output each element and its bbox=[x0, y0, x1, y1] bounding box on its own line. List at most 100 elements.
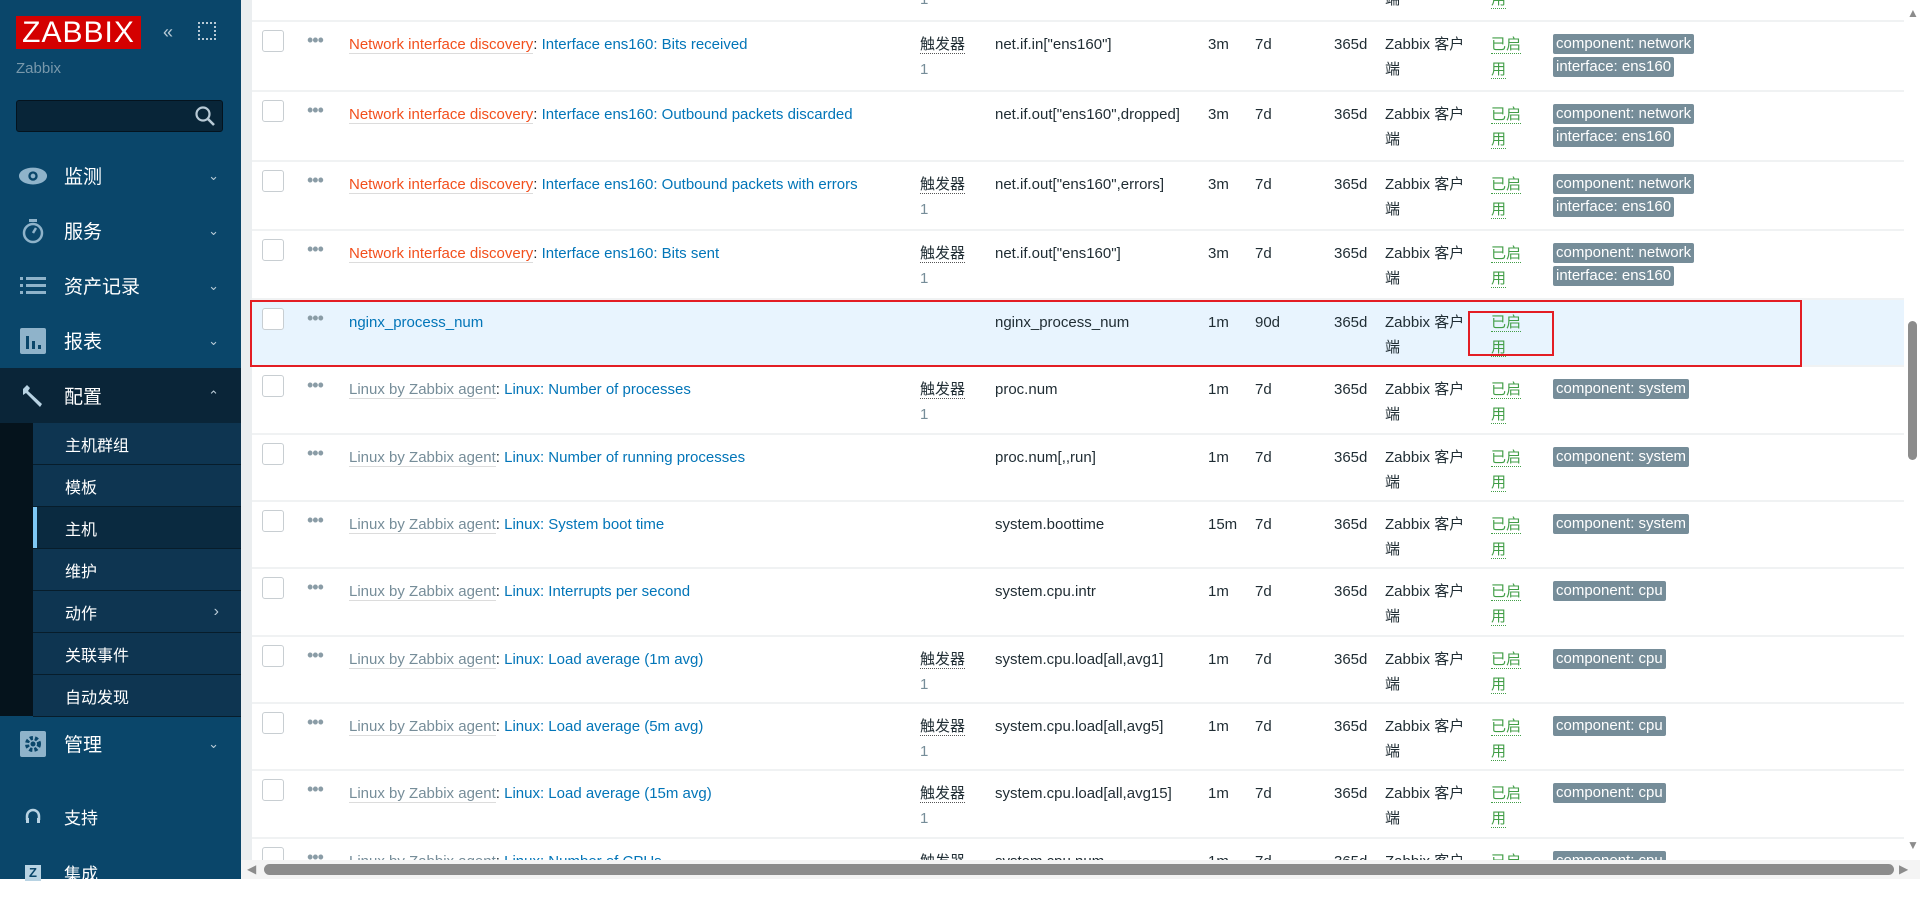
template-link[interactable]: Network interface discovery bbox=[349, 176, 534, 194]
template-link[interactable]: Network interface discovery bbox=[349, 106, 534, 124]
status-toggle[interactable]: 已启用 bbox=[1491, 651, 1522, 694]
vertical-scrollbar[interactable]: ▲ ▼ bbox=[1904, 0, 1920, 860]
status-toggle[interactable]: 已启用 bbox=[1491, 0, 1522, 9]
item-name-link[interactable]: Interface ens160: Bits sent bbox=[541, 245, 720, 262]
triggers-link[interactable]: 触发器 bbox=[920, 853, 966, 860]
template-link[interactable]: Network interface discovery bbox=[349, 245, 534, 263]
status-toggle[interactable]: 已启用 bbox=[1491, 583, 1522, 626]
template-link[interactable]: Linux by Zabbix agent bbox=[349, 853, 496, 860]
row-checkbox[interactable] bbox=[262, 30, 284, 52]
menu-support[interactable]: 支持 bbox=[0, 789, 241, 844]
row-checkbox[interactable] bbox=[262, 170, 284, 192]
template-link[interactable]: Linux by Zabbix agent bbox=[349, 718, 496, 736]
kiosk-mode-icon[interactable] bbox=[198, 22, 216, 40]
row-checkbox[interactable] bbox=[262, 375, 284, 397]
row-checkbox[interactable] bbox=[262, 779, 284, 801]
menu-configuration[interactable]: 配置 ⌃ bbox=[0, 368, 241, 423]
scroll-up-icon[interactable]: ▲ bbox=[1907, 6, 1919, 20]
more-actions-icon[interactable]: ••• bbox=[307, 443, 324, 463]
row-checkbox[interactable] bbox=[262, 510, 284, 532]
submenu-discovery[interactable]: 自动发现 bbox=[33, 675, 241, 717]
item-name-link[interactable]: Linux: Load average (5m avg) bbox=[504, 718, 704, 735]
row-checkbox[interactable] bbox=[262, 577, 284, 599]
item-name-link[interactable]: Linux: Number of CPUs bbox=[504, 853, 662, 860]
status-toggle[interactable]: 已启用 bbox=[1491, 718, 1522, 761]
template-link[interactable]: Linux by Zabbix agent bbox=[349, 651, 496, 669]
item-name-link[interactable]: Interface ens160: Outbound packets disca… bbox=[541, 106, 853, 123]
menu-reports[interactable]: 报表 ⌄ bbox=[0, 313, 241, 368]
menu-monitoring[interactable]: 监测 ⌄ bbox=[0, 148, 241, 203]
status-toggle[interactable]: 已启用 bbox=[1491, 785, 1522, 828]
template-link[interactable]: Linux by Zabbix agent bbox=[349, 583, 496, 601]
triggers-link[interactable]: 触发器 bbox=[920, 176, 966, 194]
scroll-right-icon[interactable]: ▶ bbox=[1899, 862, 1909, 876]
submenu-actions[interactable]: 动作 › bbox=[33, 591, 241, 633]
status-toggle[interactable]: 已启用 bbox=[1491, 381, 1522, 424]
more-actions-icon[interactable]: ••• bbox=[307, 30, 324, 50]
more-actions-icon[interactable]: ••• bbox=[307, 577, 324, 597]
template-link[interactable]: Linux by Zabbix agent bbox=[349, 785, 496, 803]
item-name-link[interactable]: Linux: System boot time bbox=[504, 516, 665, 533]
scroll-down-icon[interactable]: ▼ bbox=[1907, 838, 1919, 852]
more-actions-icon[interactable]: ••• bbox=[307, 510, 324, 530]
status-toggle[interactable]: 已启用 bbox=[1491, 245, 1522, 288]
triggers-link[interactable]: 触发器 bbox=[920, 245, 966, 263]
more-actions-icon[interactable]: ••• bbox=[307, 308, 324, 328]
triggers-link[interactable]: 触发器 bbox=[920, 785, 966, 803]
more-actions-icon[interactable]: ••• bbox=[307, 170, 324, 190]
status-toggle[interactable]: 已启用 bbox=[1491, 176, 1522, 219]
more-actions-icon[interactable]: ••• bbox=[307, 239, 324, 259]
item-name-link[interactable]: Linux: Load average (1m avg) bbox=[504, 651, 704, 668]
item-name-link[interactable]: Interface ens160: Bits received bbox=[541, 36, 748, 53]
more-actions-icon[interactable]: ••• bbox=[307, 712, 324, 732]
more-actions-icon[interactable]: ••• bbox=[307, 779, 324, 799]
submenu-maintenance[interactable]: 维护 bbox=[33, 549, 241, 591]
triggers-link[interactable]: 触发器 bbox=[920, 36, 966, 54]
vertical-scroll-thumb[interactable] bbox=[1908, 321, 1917, 460]
item-name-link[interactable]: Linux: Interrupts per second bbox=[504, 583, 691, 600]
menu-integrations[interactable]: Z 集成 bbox=[0, 845, 241, 900]
status-toggle[interactable]: 已启用 bbox=[1491, 853, 1522, 860]
status-toggle[interactable]: 已启用 bbox=[1491, 36, 1522, 79]
row-checkbox[interactable] bbox=[262, 712, 284, 734]
submenu-templates[interactable]: 模板 bbox=[33, 465, 241, 507]
more-actions-icon[interactable]: ••• bbox=[307, 847, 324, 860]
triggers-link[interactable]: 触发器 bbox=[920, 381, 966, 399]
more-actions-icon[interactable]: ••• bbox=[307, 375, 324, 395]
horizontal-scroll-thumb[interactable] bbox=[264, 864, 1894, 875]
row-checkbox[interactable] bbox=[262, 847, 284, 860]
row-checkbox[interactable] bbox=[262, 239, 284, 261]
triggers-link[interactable]: 触发器 bbox=[920, 651, 966, 669]
submenu-host-groups[interactable]: 主机群组 bbox=[33, 423, 241, 465]
submenu-hosts[interactable]: 主机 bbox=[33, 507, 241, 549]
status-toggle[interactable]: 已启用 bbox=[1491, 516, 1522, 559]
submenu-event-correlation[interactable]: 关联事件 bbox=[33, 633, 241, 675]
item-name-link[interactable]: nginx_process_num bbox=[349, 314, 484, 331]
item-name-link[interactable]: Linux: Number of running processes bbox=[504, 449, 746, 466]
scroll-left-icon[interactable]: ◀ bbox=[247, 862, 257, 876]
zabbix-logo[interactable]: ZABBIX bbox=[16, 16, 141, 49]
menu-services[interactable]: 服务 ⌄ bbox=[0, 203, 241, 258]
item-name-link[interactable]: Interface ens160: Outbound packets with … bbox=[541, 176, 858, 193]
triggers-link[interactable]: 触发器 bbox=[920, 718, 966, 736]
row-checkbox[interactable] bbox=[262, 100, 284, 122]
item-name-link[interactable]: Linux: Load average (15m avg) bbox=[504, 785, 712, 802]
more-actions-icon[interactable]: ••• bbox=[307, 645, 324, 665]
status-toggle[interactable]: 已启用 bbox=[1491, 314, 1522, 357]
search-icon[interactable] bbox=[194, 105, 216, 127]
item-name-link[interactable]: Linux: Number of processes bbox=[504, 381, 691, 398]
template-link[interactable]: Linux by Zabbix agent bbox=[349, 449, 496, 467]
search-input[interactable] bbox=[17, 101, 187, 131]
template-link[interactable]: Linux by Zabbix agent bbox=[349, 516, 496, 534]
template-link[interactable]: Linux by Zabbix agent bbox=[349, 381, 496, 399]
status-toggle[interactable]: 已启用 bbox=[1491, 106, 1522, 149]
row-checkbox[interactable] bbox=[262, 308, 284, 330]
menu-inventory[interactable]: 资产记录 ⌄ bbox=[0, 258, 241, 313]
collapse-sidebar-icon[interactable]: « bbox=[163, 22, 174, 42]
template-link[interactable]: Network interface discovery bbox=[349, 36, 534, 54]
row-checkbox[interactable] bbox=[262, 443, 284, 465]
status-toggle[interactable]: 已启用 bbox=[1491, 449, 1522, 492]
more-actions-icon[interactable]: ••• bbox=[307, 100, 324, 120]
horizontal-scrollbar[interactable]: ◀ ▶ bbox=[241, 860, 1920, 879]
menu-administration[interactable]: 管理 ⌄ bbox=[0, 716, 241, 771]
